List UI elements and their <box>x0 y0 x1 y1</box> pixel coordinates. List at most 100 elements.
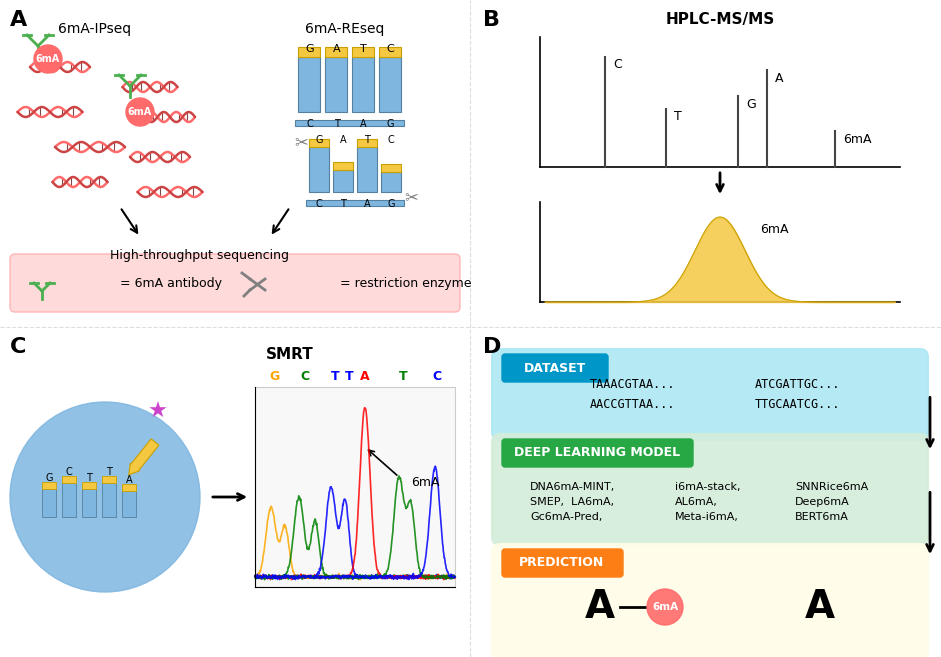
Bar <box>306 200 404 206</box>
Bar <box>42 482 56 489</box>
Text: BERT6mA: BERT6mA <box>795 512 849 522</box>
FancyBboxPatch shape <box>502 549 623 577</box>
Bar <box>42 489 56 517</box>
Bar <box>62 483 76 517</box>
Bar <box>102 483 116 517</box>
Text: 6mA-IPseq: 6mA-IPseq <box>58 22 132 36</box>
Text: D: D <box>483 337 502 357</box>
Bar <box>82 489 96 517</box>
Text: C: C <box>10 337 26 357</box>
Bar <box>381 164 401 171</box>
Text: Gc6mA-Pred,: Gc6mA-Pred, <box>530 512 602 522</box>
Bar <box>309 147 329 192</box>
Text: SMEP,  LA6mA,: SMEP, LA6mA, <box>530 497 614 507</box>
Bar <box>357 147 377 192</box>
Bar <box>309 139 329 147</box>
Text: A: A <box>333 44 341 54</box>
FancyBboxPatch shape <box>492 349 928 440</box>
Circle shape <box>10 402 200 592</box>
FancyBboxPatch shape <box>492 544 928 657</box>
FancyBboxPatch shape <box>492 434 928 545</box>
Text: ✂: ✂ <box>294 133 308 151</box>
Text: A: A <box>126 475 133 485</box>
Text: ★: ★ <box>148 402 168 422</box>
Text: 6mA: 6mA <box>760 223 789 237</box>
Text: = restriction enzyme: = restriction enzyme <box>340 277 471 290</box>
Text: DNA6mA-MINT,: DNA6mA-MINT, <box>530 482 615 492</box>
Text: G: G <box>45 473 53 483</box>
Text: C: C <box>613 58 622 72</box>
Text: 6mA: 6mA <box>652 602 678 612</box>
Bar <box>326 47 347 57</box>
Text: T: T <box>330 371 340 384</box>
Text: SMRT: SMRT <box>266 347 314 362</box>
Text: G: G <box>305 44 313 54</box>
FancyArrow shape <box>129 439 159 475</box>
Text: High-throughput sequencing: High-throughput sequencing <box>110 249 290 262</box>
Bar <box>326 57 347 112</box>
Text: 6mA: 6mA <box>36 54 60 64</box>
Text: C: C <box>433 371 441 384</box>
Text: G: G <box>387 119 394 129</box>
Text: DEEP LEARNING MODEL: DEEP LEARNING MODEL <box>514 447 680 459</box>
Bar <box>295 120 405 126</box>
Bar <box>333 162 353 170</box>
Bar <box>353 57 375 112</box>
Bar <box>379 57 402 112</box>
Text: G: G <box>746 97 756 110</box>
Text: i6mA-stack,: i6mA-stack, <box>675 482 741 492</box>
Text: T: T <box>674 110 681 124</box>
Text: 6mA: 6mA <box>128 107 152 117</box>
Text: SNNRice6mA: SNNRice6mA <box>795 482 869 492</box>
Text: A: A <box>585 588 615 626</box>
Text: T: T <box>364 135 370 145</box>
Text: A: A <box>805 588 835 626</box>
Bar <box>102 476 116 483</box>
Bar <box>379 47 402 57</box>
Text: C: C <box>387 44 394 54</box>
Bar <box>298 57 321 112</box>
Text: 6mA: 6mA <box>843 133 871 146</box>
Text: T: T <box>360 44 367 54</box>
Text: T: T <box>340 199 346 209</box>
Circle shape <box>126 98 154 126</box>
Text: C: C <box>388 135 394 145</box>
Circle shape <box>34 45 62 73</box>
Text: G: G <box>315 135 323 145</box>
Text: C: C <box>66 467 72 477</box>
Text: T: T <box>333 119 340 129</box>
Bar <box>122 491 136 517</box>
Text: AL6mA,: AL6mA, <box>675 497 718 507</box>
Text: B: B <box>483 10 500 30</box>
Text: A: A <box>363 199 371 209</box>
Text: 6mA-REseq: 6mA-REseq <box>305 22 385 36</box>
Text: ✂: ✂ <box>404 188 418 206</box>
Text: G: G <box>270 371 280 384</box>
Text: = 6mA antibody: = 6mA antibody <box>120 277 222 290</box>
Text: Meta-i6mA,: Meta-i6mA, <box>675 512 739 522</box>
Bar <box>82 482 96 489</box>
Text: G: G <box>388 199 395 209</box>
Text: HPLC-MS/MS: HPLC-MS/MS <box>665 12 774 27</box>
Text: A: A <box>360 119 367 129</box>
Text: 6mA: 6mA <box>411 476 439 489</box>
Bar <box>62 476 76 483</box>
Text: A: A <box>360 371 370 384</box>
Bar <box>333 170 353 192</box>
Bar <box>298 47 321 57</box>
Text: ATCGATTGC...: ATCGATTGC... <box>755 378 840 390</box>
Text: Deep6mA: Deep6mA <box>795 497 850 507</box>
Text: C: C <box>306 119 312 129</box>
Text: PREDICTION: PREDICTION <box>519 556 605 570</box>
FancyBboxPatch shape <box>502 439 693 467</box>
Text: C: C <box>315 199 323 209</box>
Text: A: A <box>10 10 27 30</box>
FancyBboxPatch shape <box>10 254 460 312</box>
Bar <box>357 139 377 147</box>
Text: A: A <box>774 72 783 85</box>
Text: TTGCAATCG...: TTGCAATCG... <box>755 397 840 411</box>
Text: DATASET: DATASET <box>524 361 586 374</box>
Text: T: T <box>399 371 407 384</box>
Text: C: C <box>300 371 310 384</box>
Text: AACCGTTAA...: AACCGTTAA... <box>590 397 676 411</box>
